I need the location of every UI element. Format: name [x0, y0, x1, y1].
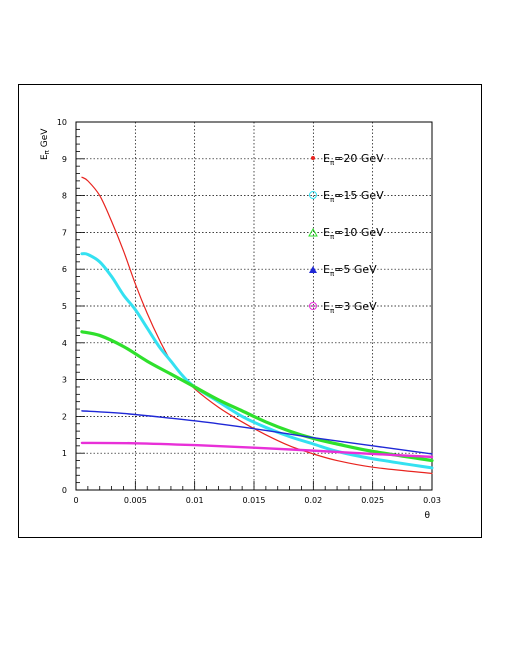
series-group — [80, 176, 434, 475]
y-tick-label: 9 — [62, 155, 67, 164]
legend-label-rest: =5 GeV — [334, 263, 377, 276]
series-line-3 — [80, 330, 434, 463]
y-tick-label: 1 — [62, 449, 67, 458]
x-tick-label: 0.015 — [243, 496, 266, 505]
legend-marker-1 — [311, 156, 315, 160]
series-line-4 — [81, 410, 433, 455]
legend-label-rest: =20 GeV — [334, 152, 384, 165]
series-line-5 — [80, 441, 434, 459]
legend-label-2: Eπ=15 GeV — [323, 189, 384, 204]
x-tick-label: 0 — [73, 496, 78, 505]
y-axis-label: Eπ GeV — [40, 128, 51, 160]
legend-label-main: E — [323, 263, 330, 276]
y-label-sub: π — [43, 149, 51, 154]
y-tick-label: 10 — [57, 118, 67, 127]
legend-marker-5 — [309, 302, 317, 310]
y-tick-label: 4 — [62, 339, 67, 348]
x-tick-label: 0.005 — [124, 496, 147, 505]
axes: 0 0.005 0.01 0.015 0.02 0.025 0.03 0 1 2 3 4 5 6 7 8 9 10 — [57, 118, 441, 505]
y-tick-label: 7 — [62, 228, 67, 237]
x-axis-label: θ — [424, 511, 430, 521]
legend-marker-3 — [308, 227, 318, 237]
legend-label-main: E — [323, 226, 330, 239]
x-tick-label: 0.03 — [423, 496, 441, 505]
legend-marker-5-center — [312, 305, 314, 307]
legend-label-rest: =3 GeV — [334, 300, 377, 313]
legend-label-rest: =15 GeV — [334, 189, 384, 202]
y-tick-label: 8 — [62, 192, 67, 201]
line-chart: 0 0.005 0.01 0.015 0.02 0.025 0.03 0 1 2 3 4 5 6 7 8 9 10… — [40, 118, 441, 521]
legend-label-3: Eπ=10 GeV — [323, 226, 384, 241]
legend-label-4: Eπ=5 GeV — [323, 263, 377, 278]
y-tick-label: 5 — [62, 302, 67, 311]
x-tick-label: 0.01 — [186, 496, 204, 505]
legend-label-sub: π — [330, 159, 335, 167]
legend-marker-2 — [309, 191, 317, 199]
y-label-rest: GeV — [40, 128, 50, 150]
y-tick-label: 6 — [62, 265, 67, 274]
x-tick-label: 0.02 — [304, 496, 322, 505]
legend-marker-4 — [309, 266, 317, 273]
legend-label-main: E — [323, 300, 330, 313]
legend-label-1: Eπ=20 GeV — [323, 152, 384, 167]
x-tick-label: 0.025 — [361, 496, 384, 505]
legend-label-sub: π — [330, 270, 335, 278]
legend-label-5: Eπ=3 GeV — [323, 300, 377, 315]
y-label-main: E — [40, 154, 50, 160]
legend-label-rest: =10 GeV — [334, 226, 384, 239]
legend-label-main: E — [323, 152, 330, 165]
legend-label-sub: π — [330, 307, 335, 315]
grid — [76, 122, 432, 490]
y-tick-label: 2 — [62, 412, 67, 421]
series-line-2 — [80, 252, 434, 470]
legend-label-sub: π — [330, 196, 335, 204]
figure-frame: 0 0.005 0.01 0.015 0.02 0.025 0.03 0 1 2 3 4 5 6 7 8 9 10… — [18, 84, 482, 538]
legend-label-sub: π — [330, 233, 335, 241]
legend-label-main: E — [323, 189, 330, 202]
y-tick-label: 3 — [62, 376, 67, 385]
y-tick-label: 0 — [62, 486, 67, 495]
